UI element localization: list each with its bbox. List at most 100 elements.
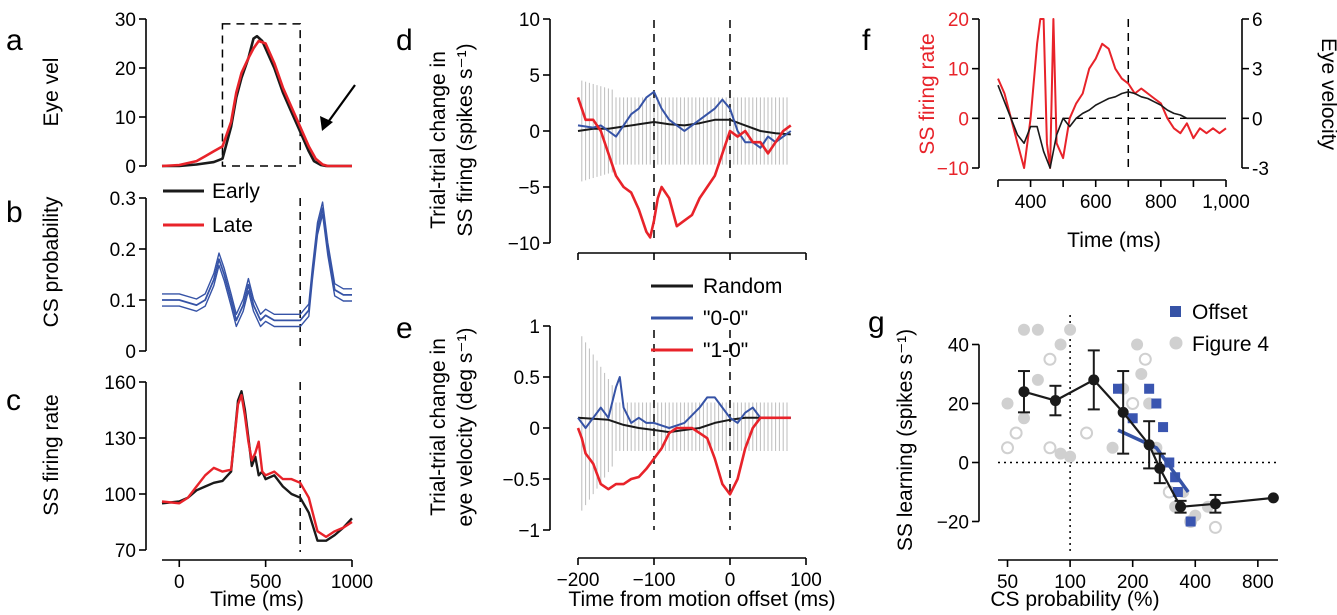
panel-label-f: f <box>862 24 871 57</box>
legend-offset-label: Offset <box>1192 301 1248 324</box>
a-yaxis-tick-label: 20 <box>115 59 136 80</box>
b-yaxis-tick-label: 0.2 <box>110 240 136 261</box>
c-line-late <box>161 393 353 539</box>
g-point-fig4 <box>1106 441 1119 454</box>
g-point-fig4 <box>1017 412 1030 425</box>
ylabel-g: SS learning (spikes s⁻¹) <box>894 329 917 551</box>
g-point-fig4 <box>1031 373 1044 386</box>
e-xaxis-tick-label: −100 <box>633 570 676 591</box>
c-yaxis-tick-label: 70 <box>115 541 136 562</box>
g-xaxis-tick-label: 100 <box>1054 572 1086 593</box>
g-point-offset <box>1113 383 1124 394</box>
panel-label-g: g <box>868 306 885 339</box>
e-line-00 <box>577 376 791 429</box>
g-point-fig4 <box>1135 368 1148 380</box>
g-point-fig4 <box>1043 352 1057 366</box>
g-xaxis-tick-label: 400 <box>1179 572 1211 593</box>
g-point-offset <box>1172 487 1183 497</box>
a-line-late <box>161 39 352 168</box>
e-yaxis-tick-label: −1 <box>518 521 540 542</box>
g-point-mean <box>1117 406 1129 418</box>
g-point-fig4 <box>1208 520 1222 534</box>
legend-late-label: Late <box>212 214 253 237</box>
g-xaxis-tick-label: 200 <box>1117 572 1149 593</box>
d-yaxis-tick-label: −5 <box>518 178 540 199</box>
d-yaxis-tick-label: 0 <box>529 122 540 143</box>
a-line-early <box>162 34 352 168</box>
ylabel-d-line1: Trial-trial change in <box>427 51 450 229</box>
g-point-fig4 <box>1001 441 1015 455</box>
g-point-mean <box>1018 386 1030 398</box>
f-yaxis-left-tick-label: 20 <box>948 10 969 31</box>
e-xaxis-tick-label: 100 <box>790 570 822 591</box>
a-dashed-box <box>221 23 301 167</box>
g-point-mean <box>1175 501 1187 513</box>
c-yaxis-tick-label: 160 <box>104 373 136 394</box>
g-yaxis-tick-label: −20 <box>937 513 969 534</box>
xlabel-e: Time from motion offset (ms) <box>568 588 835 611</box>
xlabel-c: Time (ms) <box>210 588 304 611</box>
d-line-10 <box>576 96 792 239</box>
c-yaxis-tick-label: 100 <box>104 485 136 506</box>
c-yaxis-tick-label: 130 <box>104 429 136 450</box>
ylabel-a: Eye vel <box>40 58 63 127</box>
ylabel-d-line2: SS firing (spikes s⁻¹) <box>454 43 477 236</box>
f-xaxis-tick-label: 600 <box>1080 192 1112 213</box>
c-xaxis-tick-label: 500 <box>250 572 282 593</box>
g-point-offset <box>1164 457 1175 468</box>
g-xaxis-tick-label: 800 <box>1242 572 1274 593</box>
ylabel-f-right: Eye velocity <box>1317 38 1337 151</box>
legend-oz-label: "1-0" <box>703 339 748 362</box>
ylabel-b: CS probability <box>40 196 63 327</box>
g-point-fig4 <box>1131 338 1144 351</box>
c-xaxis-tick-label: 1000 <box>331 572 373 593</box>
g-point-offset <box>1158 422 1169 433</box>
g-point-fig4 <box>1126 397 1140 410</box>
g-point-fig4 <box>1054 338 1067 351</box>
b-line-lower <box>162 213 352 328</box>
ylabel-c: SS firing rate <box>40 394 63 515</box>
ylabel-f-left: SS firing rate <box>916 33 939 154</box>
panel-label-a: a <box>6 24 23 57</box>
e-xaxis-tick-label: −200 <box>557 570 600 591</box>
g-point-mean <box>1154 462 1166 474</box>
arrow-a-head <box>320 116 333 131</box>
g-point-fig4 <box>1031 323 1044 336</box>
legend-random-label: Random <box>703 275 782 298</box>
f-xaxis-tick-label: 400 <box>1015 192 1047 213</box>
legend-zz-label: "0-0" <box>703 307 748 330</box>
g-point-fig4 <box>1064 450 1077 463</box>
e-xaxis-tick-label: 0 <box>725 570 736 591</box>
g-point-offset <box>1170 472 1181 483</box>
g-point-fig4 <box>1138 352 1152 366</box>
g-yaxis-tick-label: 0 <box>958 454 969 475</box>
g-point-mean <box>1143 439 1155 451</box>
g-point-fig4 <box>1017 323 1030 336</box>
g-point-offset <box>1144 383 1155 394</box>
e-yaxis-tick-label: 0.5 <box>514 368 540 389</box>
f-line-ss <box>997 18 1227 169</box>
b-line-mean <box>162 207 352 322</box>
f-xaxis-tick-label: 800 <box>1145 192 1177 213</box>
g-point-fig4 <box>1080 426 1094 440</box>
f-yaxis-right-tick-label: 3 <box>1252 60 1263 81</box>
f-yaxis-right-tick-label: -3 <box>1252 159 1269 180</box>
legend-fig4-marker <box>1169 336 1183 350</box>
g-point-fig4 <box>1001 397 1014 410</box>
g-point-mean <box>1088 374 1100 386</box>
e-yaxis-tick-label: 0 <box>529 419 540 440</box>
f-yaxis-left-tick-label: 0 <box>958 109 969 130</box>
e-yaxis-tick-label: 1 <box>529 317 540 338</box>
arrow-a-shaft <box>325 84 356 126</box>
d-yaxis-tick-label: −10 <box>508 234 540 255</box>
d-line-random <box>577 118 791 136</box>
c-xaxis-tick-label: 0 <box>174 572 185 593</box>
g-line-offset-fit <box>1117 428 1190 494</box>
f-xaxis-tick-label: 1,000 <box>1202 192 1250 213</box>
g-point-offset <box>1151 398 1162 409</box>
g-point-fig4 <box>1043 441 1057 455</box>
g-point-fig4 <box>1054 447 1067 460</box>
f-yaxis-right-tick-label: 0 <box>1252 109 1263 130</box>
